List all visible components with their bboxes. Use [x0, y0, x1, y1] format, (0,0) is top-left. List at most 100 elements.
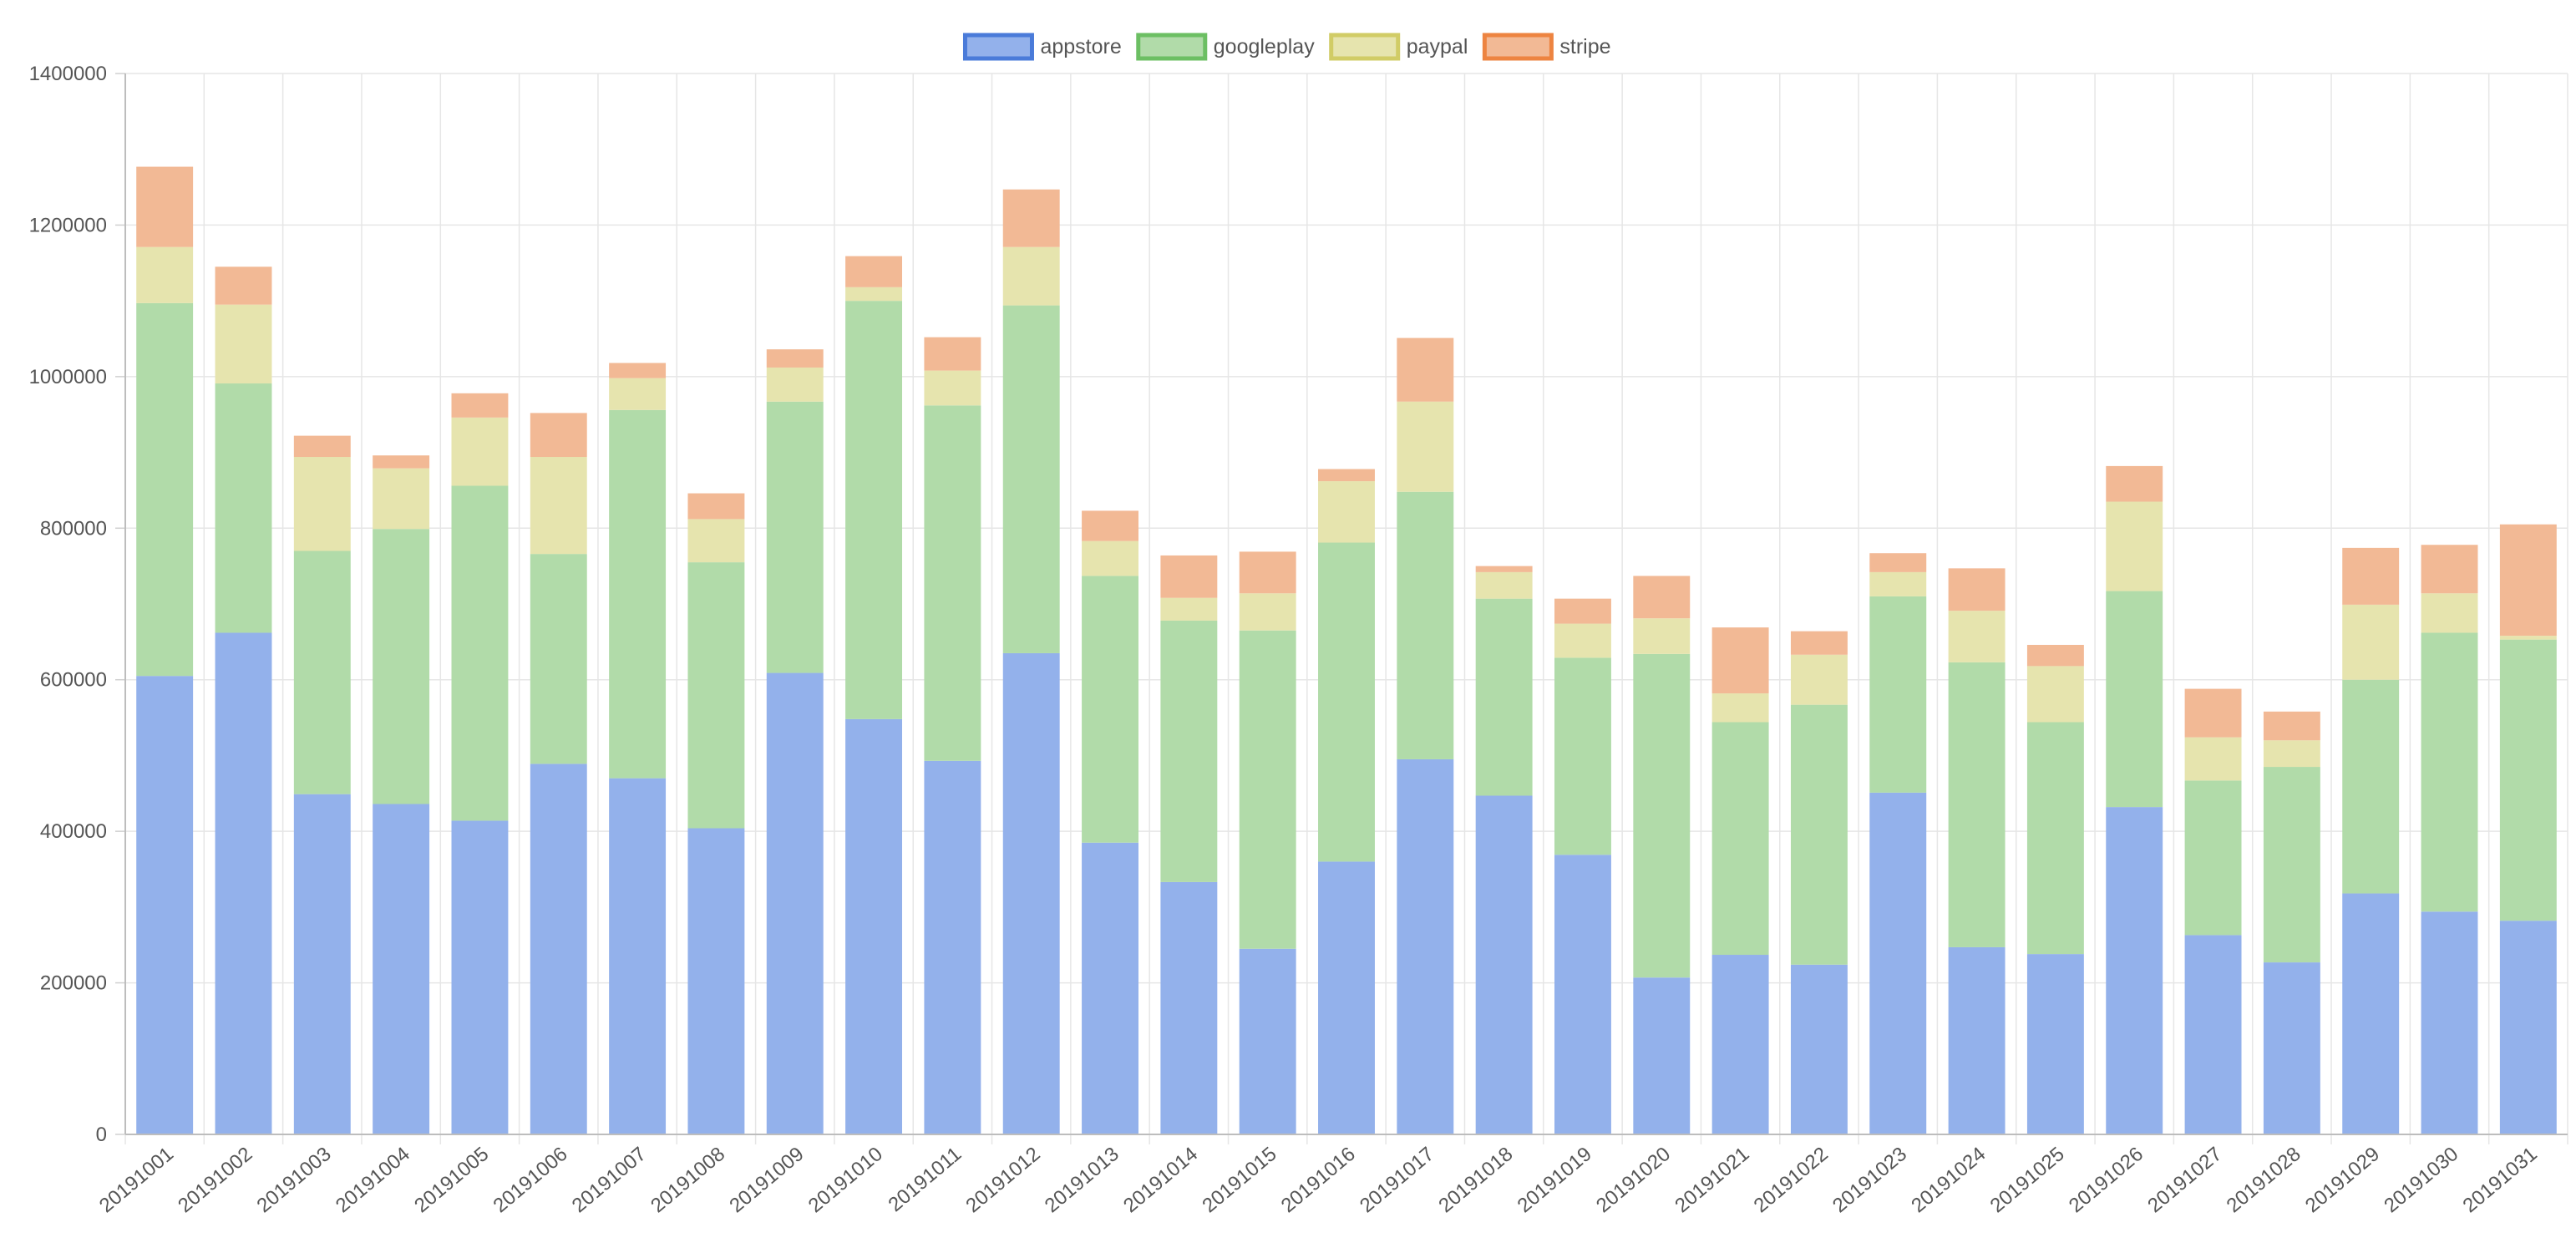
- bar-paypal-20191011[interactable]: [924, 370, 981, 406]
- bar-stripe-20191030[interactable]: [2421, 545, 2478, 594]
- bar-paypal-20191030[interactable]: [2421, 593, 2478, 633]
- bar-paypal-20191002[interactable]: [215, 304, 272, 384]
- bar-appstore-20191028[interactable]: [2263, 962, 2320, 1134]
- bar-stripe-20191007[interactable]: [609, 363, 667, 378]
- bar-googleplay-20191031[interactable]: [2499, 639, 2557, 921]
- bar-stripe-20191026[interactable]: [2106, 465, 2163, 502]
- bar-googleplay-20191008[interactable]: [687, 562, 745, 829]
- bar-stripe-20191005[interactable]: [451, 393, 509, 418]
- bar-paypal-20191010[interactable]: [845, 287, 903, 302]
- bar-googleplay-20191027[interactable]: [2184, 780, 2242, 936]
- bar-googleplay-20191010[interactable]: [845, 301, 903, 719]
- bar-appstore-20191027[interactable]: [2184, 935, 2242, 1134]
- bar-paypal-20191028[interactable]: [2263, 740, 2320, 768]
- bar-appstore-20191014[interactable]: [1160, 881, 1218, 1134]
- bar-googleplay-20191003[interactable]: [293, 550, 351, 794]
- bar-googleplay-20191007[interactable]: [609, 409, 667, 779]
- legend-item-paypal[interactable]: paypal: [1329, 33, 1468, 61]
- bar-stripe-20191022[interactable]: [1790, 631, 1848, 655]
- bar-appstore-20191026[interactable]: [2106, 807, 2163, 1134]
- bar-stripe-20191004[interactable]: [373, 455, 430, 469]
- bar-appstore-20191001[interactable]: [136, 676, 194, 1134]
- bar-googleplay-20191030[interactable]: [2421, 632, 2478, 912]
- bar-googleplay-20191023[interactable]: [1869, 596, 1927, 793]
- bar-googleplay-20191025[interactable]: [2026, 722, 2084, 955]
- legend-item-stripe[interactable]: stripe: [1482, 33, 1611, 61]
- bar-stripe-20191031[interactable]: [2499, 524, 2557, 637]
- bar-appstore-20191011[interactable]: [924, 760, 981, 1134]
- bar-stripe-20191001[interactable]: [136, 166, 194, 247]
- bar-appstore-20191021[interactable]: [1711, 955, 1769, 1134]
- bar-paypal-20191006[interactable]: [530, 457, 587, 555]
- bar-appstore-20191006[interactable]: [530, 764, 587, 1134]
- bar-appstore-20191022[interactable]: [1790, 964, 1848, 1134]
- bar-appstore-20191003[interactable]: [293, 794, 351, 1134]
- bar-stripe-20191017[interactable]: [1397, 337, 1454, 402]
- bar-googleplay-20191018[interactable]: [1475, 598, 1533, 796]
- bar-appstore-20191007[interactable]: [609, 778, 667, 1134]
- bar-googleplay-20191019[interactable]: [1554, 657, 1611, 855]
- bar-paypal-20191015[interactable]: [1239, 593, 1296, 631]
- bar-appstore-20191020[interactable]: [1633, 977, 1691, 1134]
- bar-appstore-20191018[interactable]: [1475, 795, 1533, 1134]
- bar-stripe-20191003[interactable]: [293, 435, 351, 458]
- bar-googleplay-20191020[interactable]: [1633, 653, 1691, 978]
- bar-paypal-20191005[interactable]: [451, 417, 509, 486]
- bar-paypal-20191004[interactable]: [373, 468, 430, 530]
- bar-stripe-20191010[interactable]: [845, 256, 903, 287]
- bar-appstore-20191025[interactable]: [2026, 954, 2084, 1134]
- bar-paypal-20191022[interactable]: [1790, 654, 1848, 705]
- bar-googleplay-20191004[interactable]: [373, 529, 430, 804]
- legend-item-appstore[interactable]: appstore: [962, 33, 1122, 61]
- bar-paypal-20191026[interactable]: [2106, 501, 2163, 591]
- bar-stripe-20191009[interactable]: [766, 349, 824, 368]
- bar-paypal-20191008[interactable]: [687, 519, 745, 563]
- bar-paypal-20191031[interactable]: [2499, 636, 2557, 640]
- bar-paypal-20191016[interactable]: [1318, 481, 1375, 543]
- bar-googleplay-20191028[interactable]: [2263, 767, 2320, 963]
- bar-stripe-20191011[interactable]: [924, 337, 981, 371]
- bar-appstore-20191010[interactable]: [845, 718, 903, 1134]
- bar-stripe-20191029[interactable]: [2342, 547, 2400, 605]
- bar-appstore-20191019[interactable]: [1554, 855, 1611, 1134]
- bar-googleplay-20191005[interactable]: [451, 485, 509, 821]
- bar-paypal-20191027[interactable]: [2184, 737, 2242, 781]
- bar-paypal-20191020[interactable]: [1633, 618, 1691, 654]
- bar-googleplay-20191015[interactable]: [1239, 630, 1296, 949]
- bar-googleplay-20191013[interactable]: [1082, 576, 1138, 843]
- bar-googleplay-20191017[interactable]: [1397, 491, 1454, 759]
- bar-appstore-20191024[interactable]: [1948, 946, 2006, 1134]
- bar-googleplay-20191014[interactable]: [1160, 620, 1218, 882]
- bar-stripe-20191018[interactable]: [1475, 566, 1533, 572]
- bar-paypal-20191024[interactable]: [1948, 611, 2006, 662]
- bar-stripe-20191028[interactable]: [2263, 711, 2320, 741]
- bar-appstore-20191031[interactable]: [2499, 921, 2557, 1134]
- bar-appstore-20191015[interactable]: [1239, 948, 1296, 1134]
- bar-stripe-20191002[interactable]: [215, 266, 272, 305]
- bar-appstore-20191029[interactable]: [2342, 893, 2400, 1134]
- bar-googleplay-20191024[interactable]: [1948, 662, 2006, 947]
- bar-appstore-20191012[interactable]: [1002, 652, 1060, 1134]
- bar-paypal-20191029[interactable]: [2342, 604, 2400, 680]
- bar-stripe-20191013[interactable]: [1082, 510, 1138, 541]
- bar-googleplay-20191016[interactable]: [1318, 542, 1375, 862]
- bar-stripe-20191023[interactable]: [1869, 553, 1927, 572]
- bar-paypal-20191025[interactable]: [2026, 666, 2084, 723]
- bar-appstore-20191002[interactable]: [215, 632, 272, 1134]
- bar-stripe-20191012[interactable]: [1002, 189, 1060, 247]
- bar-paypal-20191018[interactable]: [1475, 571, 1533, 599]
- bar-stripe-20191008[interactable]: [687, 493, 745, 520]
- bar-stripe-20191027[interactable]: [2184, 688, 2242, 738]
- bar-googleplay-20191011[interactable]: [924, 405, 981, 761]
- bar-paypal-20191021[interactable]: [1711, 693, 1769, 723]
- bar-googleplay-20191021[interactable]: [1711, 722, 1769, 956]
- bar-paypal-20191017[interactable]: [1397, 401, 1454, 492]
- bar-paypal-20191014[interactable]: [1160, 597, 1218, 621]
- bar-appstore-20191008[interactable]: [687, 828, 745, 1134]
- bar-stripe-20191014[interactable]: [1160, 555, 1218, 598]
- bar-paypal-20191001[interactable]: [136, 246, 194, 303]
- bar-appstore-20191023[interactable]: [1869, 792, 1927, 1134]
- bar-googleplay-20191026[interactable]: [2106, 591, 2163, 808]
- bar-googleplay-20191029[interactable]: [2342, 679, 2400, 894]
- bar-googleplay-20191001[interactable]: [136, 302, 194, 677]
